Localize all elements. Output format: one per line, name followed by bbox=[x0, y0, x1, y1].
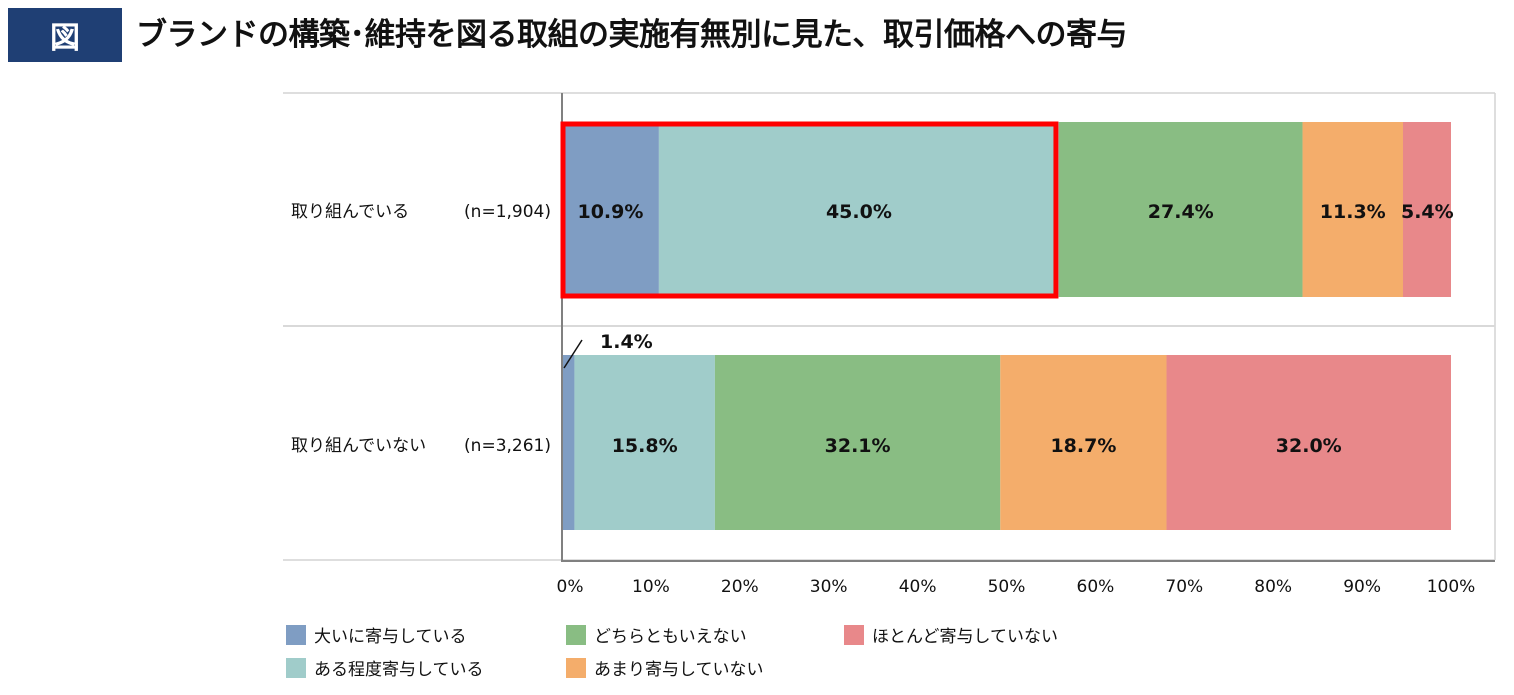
data-label: 32.0% bbox=[1276, 435, 1342, 457]
x-tick-label: 90% bbox=[1343, 577, 1381, 597]
highlight-box bbox=[560, 121, 1059, 299]
x-tick-label: 0% bbox=[557, 577, 584, 597]
data-label: 32.1% bbox=[825, 435, 891, 457]
legend-label: ある程度寄与している bbox=[314, 660, 484, 680]
bar-segment bbox=[1402, 122, 1451, 297]
chart-legend: 大いに寄与している ある程度寄与している どちらともいえない あまり寄与していない ほと… bbox=[286, 622, 1146, 686]
legend-label: ほとんど寄与していない bbox=[872, 627, 1058, 647]
data-label: 11.3% bbox=[1320, 201, 1386, 223]
data-label: 10.9% bbox=[577, 201, 643, 223]
data-label: 45.0% bbox=[826, 201, 892, 223]
legend-label: あまり寄与していない bbox=[594, 660, 764, 680]
x-tick-label: 10% bbox=[632, 577, 670, 597]
legend-swatch bbox=[286, 624, 306, 645]
x-tick-label: 50% bbox=[988, 577, 1026, 597]
legend-swatch bbox=[286, 657, 306, 678]
bar-segment bbox=[1000, 355, 1167, 530]
x-tick-label: 60% bbox=[1077, 577, 1115, 597]
legend-item: ほとんど寄与していない bbox=[844, 622, 1058, 647]
x-tick-label: 80% bbox=[1254, 577, 1292, 597]
category-n-label: (n=1,904) bbox=[464, 202, 551, 222]
bar-segment bbox=[574, 355, 715, 530]
legend-swatch bbox=[566, 624, 586, 645]
bar-segment bbox=[562, 355, 575, 530]
legend-item: どちらともいえない bbox=[566, 622, 747, 647]
legend-item: 大いに寄与している bbox=[286, 622, 467, 647]
bar-segment bbox=[1302, 122, 1403, 297]
x-tick-label: 20% bbox=[721, 577, 759, 597]
data-label-leader-line bbox=[563, 339, 583, 369]
x-tick-label: 30% bbox=[810, 577, 848, 597]
legend-label: どちらともいえない bbox=[594, 627, 747, 647]
category-label: 取り組んでいる bbox=[291, 202, 409, 222]
bar-segment bbox=[658, 122, 1059, 297]
legend-item: あまり寄与していない bbox=[566, 655, 764, 680]
bar-segment bbox=[1058, 122, 1303, 297]
title-badge: 図 bbox=[8, 8, 122, 62]
legend-swatch bbox=[844, 624, 864, 645]
page-title: ブランドの構築･維持を図る取組の実施有無別に見た、取引価格への寄与 bbox=[136, 17, 1128, 53]
data-label: 15.8% bbox=[612, 435, 678, 457]
data-label: 5.4% bbox=[1401, 201, 1454, 223]
x-tick-label: 70% bbox=[1165, 577, 1203, 597]
bar-segment bbox=[714, 355, 1001, 530]
legend-swatch bbox=[566, 657, 586, 678]
category-n-label: (n=3,261) bbox=[464, 436, 551, 456]
data-label: 27.4% bbox=[1148, 201, 1214, 223]
x-tick-label: 100% bbox=[1427, 577, 1476, 597]
category-label: 取り組んでいない bbox=[291, 436, 426, 456]
x-tick-label: 40% bbox=[899, 577, 937, 597]
data-label: 18.7% bbox=[1050, 435, 1116, 457]
bar-segment bbox=[1166, 355, 1451, 530]
legend-item: ある程度寄与している bbox=[286, 655, 484, 680]
data-label: 1.4% bbox=[600, 331, 653, 353]
bar-segment bbox=[562, 122, 659, 297]
legend-label: 大いに寄与している bbox=[314, 627, 467, 647]
